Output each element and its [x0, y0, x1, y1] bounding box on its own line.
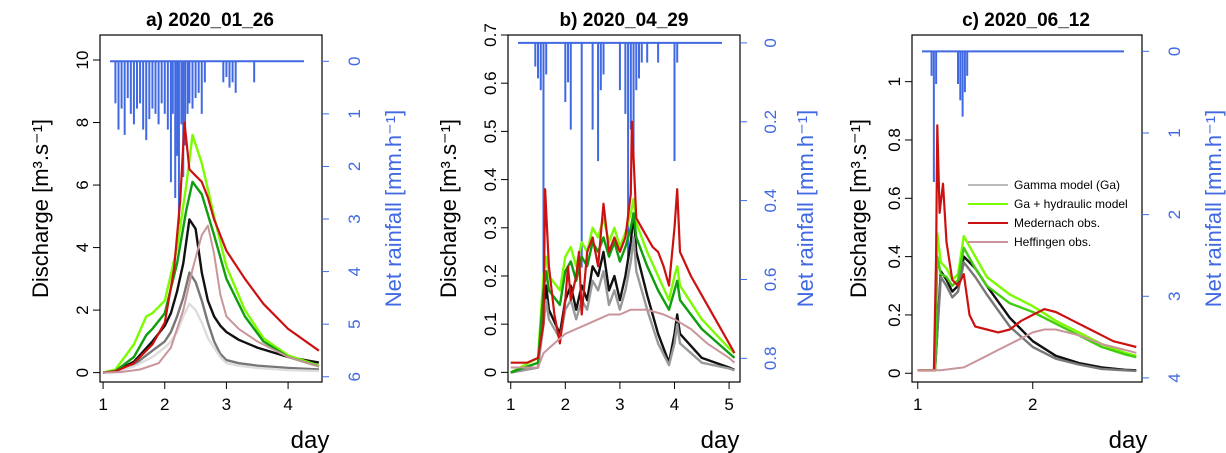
y-tick-label: 6 — [73, 180, 92, 189]
series-line-heffingen — [103, 224, 320, 374]
y2-tick-label: 4 — [345, 267, 364, 276]
y-tick-label: 8 — [73, 118, 92, 127]
y2-axis-label: Net rainfall [mm.h⁻¹] — [793, 110, 818, 307]
y-tick-label: 0.2 — [885, 303, 904, 327]
legend-label: Ga + hydraulic model — [1014, 197, 1128, 211]
y-tick-label: 0.1 — [481, 312, 500, 336]
y-tick-label: 0 — [73, 368, 92, 377]
chart-panel-1: b) 2020_04_29 0 0.1 0.2 0.3 0.4 0.5 0.6 0.7 1 2 3 4 5… — [436, 10, 818, 453]
y2-tick-label: 0 — [761, 38, 780, 47]
series-line-medernach — [917, 124, 1137, 372]
y2-tick-label: 0.4 — [761, 189, 780, 213]
y-tick-label: 0.8 — [885, 128, 904, 152]
y-tick-label: 2 — [73, 305, 92, 314]
y2-tick-label: 0 — [1165, 47, 1184, 56]
y-tick-label: 0.6 — [481, 71, 500, 95]
x-axis-label: day — [1109, 427, 1148, 453]
x-tick-label: 1 — [506, 395, 515, 414]
y2-tick-label: 0.6 — [761, 268, 780, 292]
y2-tick-label: 1 — [345, 109, 364, 118]
y-tick-label: 10 — [73, 51, 92, 70]
y-axis-label: Discharge [m³.s⁻¹] — [436, 119, 461, 298]
x-tick-label: 1 — [98, 395, 107, 414]
y-tick-label: 0.6 — [885, 186, 904, 210]
x-tick-label: 5 — [724, 395, 733, 414]
plot-frame — [99, 34, 323, 383]
series-line-hydraulic — [510, 212, 736, 374]
x-tick-label: 2 — [561, 395, 570, 414]
plot-frame — [911, 34, 1143, 383]
y2-tick-label: 0.2 — [761, 110, 780, 134]
y-tick-label: 4 — [73, 243, 92, 252]
y2-tick-label: 6 — [345, 372, 364, 381]
y-tick-label: 0.2 — [481, 264, 500, 288]
chart-title: c) 2020_06_12 — [962, 10, 1090, 31]
x-axis-label: day — [701, 427, 740, 453]
y-tick-label: 0 — [885, 369, 904, 378]
y-tick-label: 0.7 — [481, 23, 500, 47]
y2-tick-label: 2 — [1165, 210, 1184, 219]
legend-label: Medernach obs. — [1014, 216, 1100, 230]
x-tick-label: 3 — [615, 395, 624, 414]
y-tick-label: 0.3 — [481, 216, 500, 240]
series-line-medernach — [510, 120, 736, 364]
y2-axis-label: Net rainfall [mm.h⁻¹] — [381, 110, 406, 307]
chart-title: a) 2020_01_26 — [146, 10, 274, 31]
y-tick-label: 0.4 — [481, 168, 500, 192]
y2-tick-label: 1 — [1165, 128, 1184, 137]
x-tick-label: 1 — [913, 395, 922, 414]
y2-tick-label: 4 — [1165, 373, 1184, 382]
y-axis-label: Discharge [m³.s⁻¹] — [846, 119, 871, 298]
series-line-heffingen — [510, 308, 736, 369]
x-tick-label: 4 — [283, 395, 292, 414]
chart-panel-2: c) 2020_06_12 0 0.2 0.4 0.6 0.8 1 1 2 0 1 2 3 4 Discha… — [846, 10, 1226, 453]
x-axis-label: day — [291, 427, 330, 453]
x-tick-label: 2 — [1028, 395, 1037, 414]
y-tick-label: 0.4 — [885, 245, 904, 269]
series-line-heffingen — [917, 328, 1137, 372]
series-line-gamma — [917, 261, 1137, 373]
legend: Gamma model (Ga) Ga + hydraulic model Mede… — [968, 178, 1128, 249]
y2-tick-label: 0.8 — [761, 347, 780, 371]
series-line-gamma — [102, 218, 320, 374]
series-line-hydraulic — [510, 197, 736, 374]
y2-tick-label: 3 — [1165, 292, 1184, 301]
x-tick-label: 2 — [160, 395, 169, 414]
y-tick-label: 0 — [481, 368, 500, 377]
y-tick-label: 1 — [885, 77, 904, 86]
y2-tick-label: 0 — [345, 57, 364, 66]
y2-tick-label: 3 — [345, 214, 364, 223]
y2-tick-label: 5 — [345, 319, 364, 328]
y-axis-label: Discharge [m³.s⁻¹] — [28, 119, 53, 298]
y-tick-label: 0.5 — [481, 120, 500, 144]
x-tick-label: 4 — [670, 395, 679, 414]
y2-axis-label: Net rainfall [mm.h⁻¹] — [1201, 110, 1226, 307]
series-line-medernach — [102, 121, 320, 374]
series-line-hydraulic — [102, 180, 320, 374]
y2-tick-label: 2 — [345, 162, 364, 171]
plot-frame — [507, 34, 741, 383]
series-line-gamma — [103, 302, 319, 374]
series-line-hydraulic — [102, 133, 320, 374]
series-line-hydraulic — [917, 232, 1137, 372]
chart-title: b) 2020_04_29 — [560, 10, 689, 31]
x-tick-label: 3 — [222, 395, 231, 414]
legend-label: Heffingen obs. — [1014, 235, 1091, 249]
series-line-gamma — [103, 271, 319, 374]
legend-label: Gamma model (Ga) — [1014, 178, 1120, 192]
